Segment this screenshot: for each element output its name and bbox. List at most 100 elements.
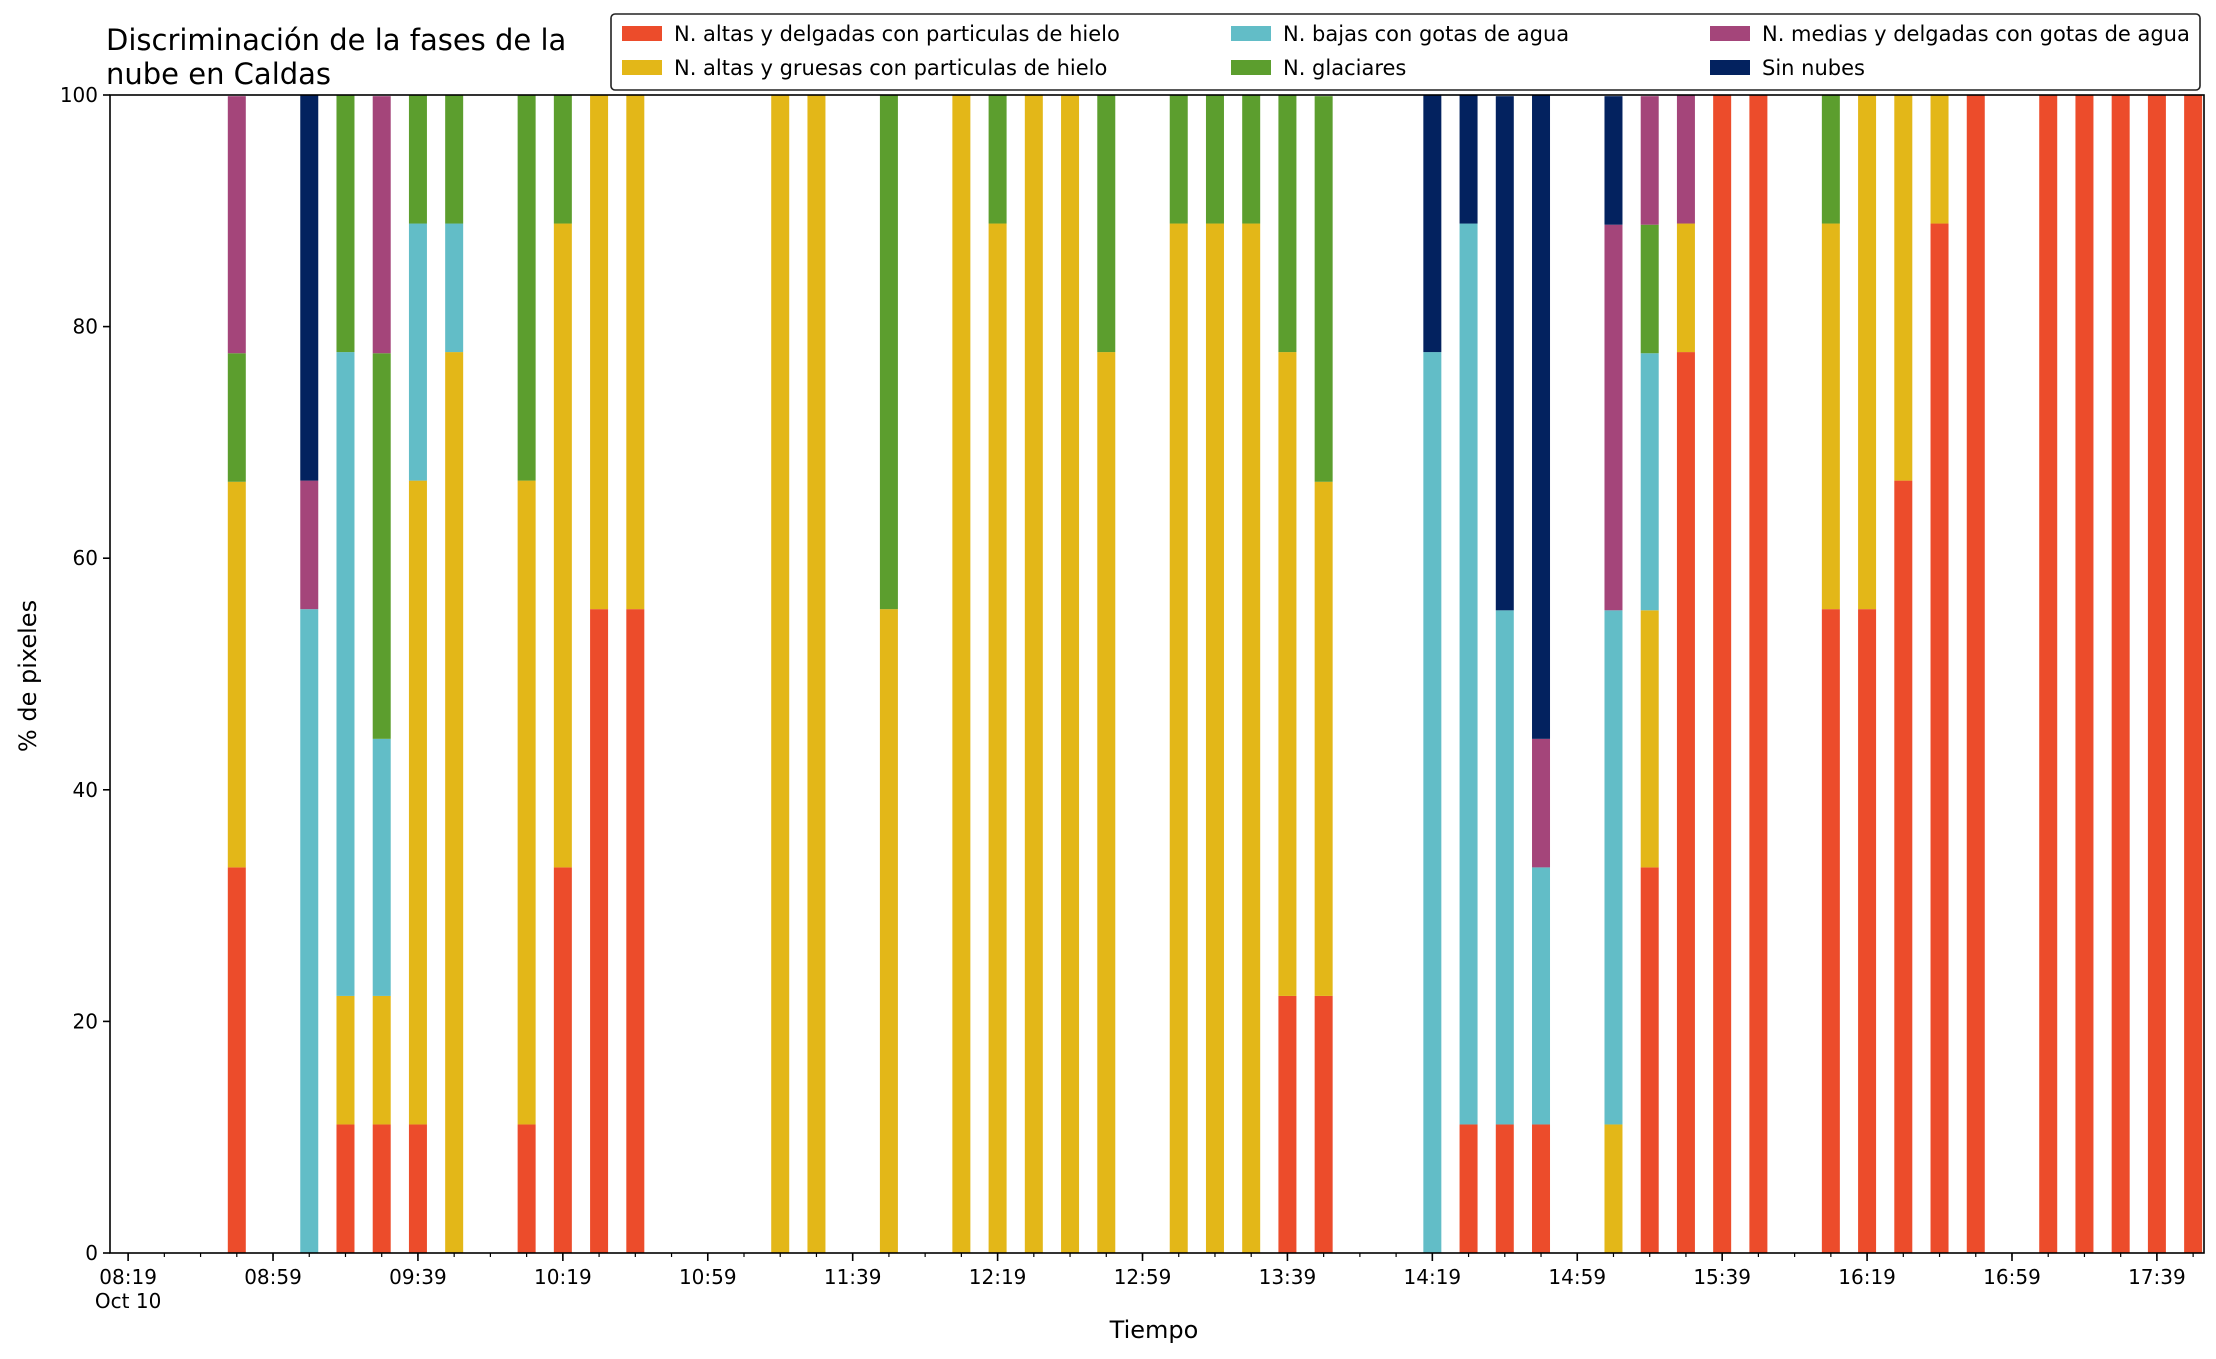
- bar-segment-glacier-20: [1242, 95, 1261, 224]
- chart-title-line-2: nube en Caldas: [106, 57, 331, 91]
- bar-segment-thick_ice-32: [1821, 223, 1840, 610]
- bar-segment-glacier-22: [1314, 96, 1333, 482]
- bar-segment-low_water-4: [408, 223, 427, 481]
- bar-segment-thin_ice-35: [1930, 223, 1949, 1253]
- bar-segment-clear-23: [1423, 95, 1442, 353]
- bar-segment-clear-24: [1459, 95, 1478, 224]
- x-tick-label: 08:59: [244, 1265, 302, 1289]
- bar-segment-thick_ice-14: [988, 223, 1007, 1253]
- bar-segment-glacier-0: [227, 353, 246, 482]
- bar-segment-mid_water-27: [1604, 224, 1623, 611]
- bar-segment-thin_ice-3: [372, 1124, 391, 1253]
- bar-segment-thick_ice-22: [1314, 481, 1333, 996]
- bar-segment-thick_ice-16: [1061, 95, 1080, 1253]
- bar-segment-clear-25: [1495, 96, 1514, 611]
- bar-segment-thin_ice-25: [1495, 1124, 1514, 1253]
- bar-segment-thin_ice-40: [2147, 95, 2166, 1253]
- bar-segment-thin_ice-6: [517, 1124, 536, 1253]
- bar-segment-low_water-3: [372, 738, 391, 996]
- bar-segment-thick_ice-0: [227, 481, 246, 868]
- bar-segment-glacier-21: [1278, 95, 1297, 353]
- legend-swatch-mid_water: [1710, 26, 1750, 41]
- chart-title-line-1: Discriminación de la fases de la: [106, 23, 566, 57]
- legend-swatch-low_water: [1231, 26, 1271, 41]
- bar-segment-glacier-2: [336, 95, 355, 353]
- bar-segment-thin_ice-24: [1459, 1124, 1478, 1253]
- bar-segment-thin_ice-39: [2111, 95, 2130, 1253]
- bar-segment-low_water-23: [1423, 352, 1442, 1254]
- bar-segment-thick_ice-13: [952, 95, 971, 1253]
- bar-segment-low_water-2: [336, 352, 355, 996]
- bar-segment-clear-27: [1604, 96, 1623, 225]
- bar-segment-mid_water-3: [372, 96, 391, 354]
- y-tick-label: 60: [73, 546, 98, 570]
- bar-segment-glacier-18: [1169, 95, 1188, 224]
- bar-segment-thick_ice-3: [372, 995, 391, 1125]
- x-tick-label: 10:19: [534, 1265, 592, 1289]
- bar-segment-thin_ice-7: [553, 867, 572, 1253]
- x-tick-label: 14:19: [1404, 1265, 1462, 1289]
- bar-segment-thick_ice-19: [1205, 223, 1224, 1253]
- legend-label-glacier: N. glaciares: [1283, 56, 1406, 80]
- x-tick-label: 11:39: [824, 1265, 882, 1289]
- x-axis-label: Tiempo: [1109, 1316, 1199, 1344]
- x-tick-label: 08:19: [99, 1265, 157, 1289]
- bar-segment-thin_ice-29: [1676, 352, 1695, 1254]
- legend-label-thick_ice: N. altas y gruesas con particulas de hie…: [674, 56, 1107, 80]
- bar-segment-thick_ice-27: [1604, 1124, 1623, 1253]
- bar-segment-thick_ice-5: [445, 352, 464, 1254]
- y-tick-label: 0: [85, 1241, 98, 1265]
- bar-segment-low_water-26: [1532, 867, 1551, 1125]
- y-tick-label: 40: [73, 778, 98, 802]
- bar-segment-clear-26: [1532, 95, 1551, 739]
- x-tick-label: 14:59: [1548, 1265, 1606, 1289]
- bar-segment-low_water-1: [300, 609, 319, 1253]
- bar-segment-thin_ice-0: [227, 867, 246, 1253]
- bar-segment-thin_ice-36: [1966, 95, 1985, 1253]
- x-tick-label: 10:59: [679, 1265, 737, 1289]
- bar-segment-mid_water-1: [300, 480, 319, 610]
- legend-label-clear: Sin nubes: [1762, 56, 1865, 80]
- x-tick-label: 13:39: [1259, 1265, 1317, 1289]
- bar-segment-thick_ice-11: [807, 95, 826, 1253]
- x-tick-label: 15:39: [1693, 1265, 1751, 1289]
- legend-frame: [610, 13, 2201, 91]
- bar-segment-mid_water-29: [1676, 95, 1695, 224]
- legend-label-low_water: N. bajas con gotas de agua: [1283, 22, 1569, 46]
- bar-segment-thin_ice-22: [1314, 995, 1333, 1253]
- bar-segment-thick_ice-17: [1097, 352, 1116, 1254]
- bar-segment-thick_ice-18: [1169, 223, 1188, 1253]
- plot-frame: [109, 94, 2205, 1254]
- bar-segment-glacier-28: [1640, 224, 1659, 354]
- bar-segment-glacier-4: [408, 95, 427, 224]
- bar-segment-thick_ice-7: [553, 223, 572, 868]
- x-tick-label: 16:59: [1983, 1265, 2041, 1289]
- bar-segment-thin_ice-30: [1713, 95, 1732, 1253]
- bar-segment-glacier-12: [879, 95, 898, 610]
- bar-segment-thin_ice-41: [2184, 95, 2203, 1253]
- bar-segment-thick_ice-35: [1930, 95, 1949, 224]
- bar-segment-thin_ice-34: [1894, 480, 1913, 1253]
- legend-swatch-glacier: [1231, 60, 1271, 75]
- y-tick-label: 80: [73, 315, 98, 339]
- bar-segment-mid_water-0: [227, 96, 246, 354]
- bar-segment-low_water-24: [1459, 223, 1478, 1125]
- bar-segment-glacier-3: [372, 353, 391, 739]
- bar-segment-thick_ice-10: [771, 95, 790, 1253]
- bar-segment-thick_ice-8: [590, 95, 609, 610]
- bar-segment-mid_water-26: [1532, 738, 1551, 868]
- bar-segment-thin_ice-32: [1821, 609, 1840, 1253]
- bar-segment-thin_ice-9: [626, 609, 645, 1253]
- bar-segment-thick_ice-21: [1278, 352, 1297, 996]
- legend-swatch-thick_ice: [622, 60, 662, 75]
- bar-segment-glacier-14: [988, 95, 1007, 224]
- bar-segment-thick_ice-28: [1640, 610, 1659, 868]
- bars-layer: [227, 95, 2203, 1254]
- x-tick-label: 17:39: [2128, 1265, 2186, 1289]
- bar-segment-thin_ice-31: [1749, 95, 1768, 1253]
- bar-segment-thick_ice-29: [1676, 223, 1695, 353]
- bar-segment-glacier-5: [445, 95, 464, 224]
- legend-swatch-thin_ice: [622, 26, 662, 41]
